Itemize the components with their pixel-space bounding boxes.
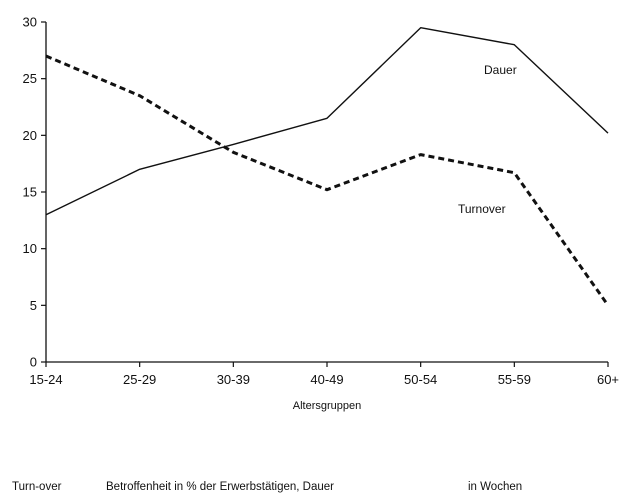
footnote-wochen: in Wochen <box>468 481 523 493</box>
x-tick-label: 40-49 <box>310 372 343 387</box>
series-label-dauer: Dauer <box>484 63 517 77</box>
y-tick-label: 25 <box>23 71 37 86</box>
y-ticks: 0 5 10 15 20 25 30 <box>23 15 46 370</box>
footnote-turnover: Turn-over <box>12 481 62 493</box>
y-tick-label: 5 <box>30 298 37 313</box>
y-tick-label: 30 <box>23 15 37 30</box>
y-tick-label: 15 <box>23 185 37 200</box>
x-axis-title: Altersgruppen <box>293 400 362 412</box>
y-tick-label: 10 <box>23 241 37 256</box>
footnote-betroffenheit: Betroffenheit in % der Erwerbstätigen, D… <box>106 481 334 493</box>
y-tick-label: 20 <box>23 128 37 143</box>
x-tick-label: 30-39 <box>217 372 250 387</box>
x-tick-label: 55-59 <box>498 372 531 387</box>
x-tick-label: 25-29 <box>123 372 156 387</box>
x-tick-label: 15-24 <box>29 372 62 387</box>
series-line-turnover <box>45 54 610 307</box>
series-lines <box>45 27 610 307</box>
x-tick-label: 60+ <box>597 372 619 387</box>
series-label-turnover: Turnover <box>458 202 506 216</box>
y-tick-label: 0 <box>30 355 37 370</box>
line-chart: 0 5 10 15 20 25 30 15-24 25-29 30-39 40-49 50-54 55… <box>23 15 620 413</box>
x-ticks: 15-24 25-29 30-39 40-49 50-54 55-59 60+ <box>29 362 619 387</box>
x-tick-label: 50-54 <box>404 372 437 387</box>
